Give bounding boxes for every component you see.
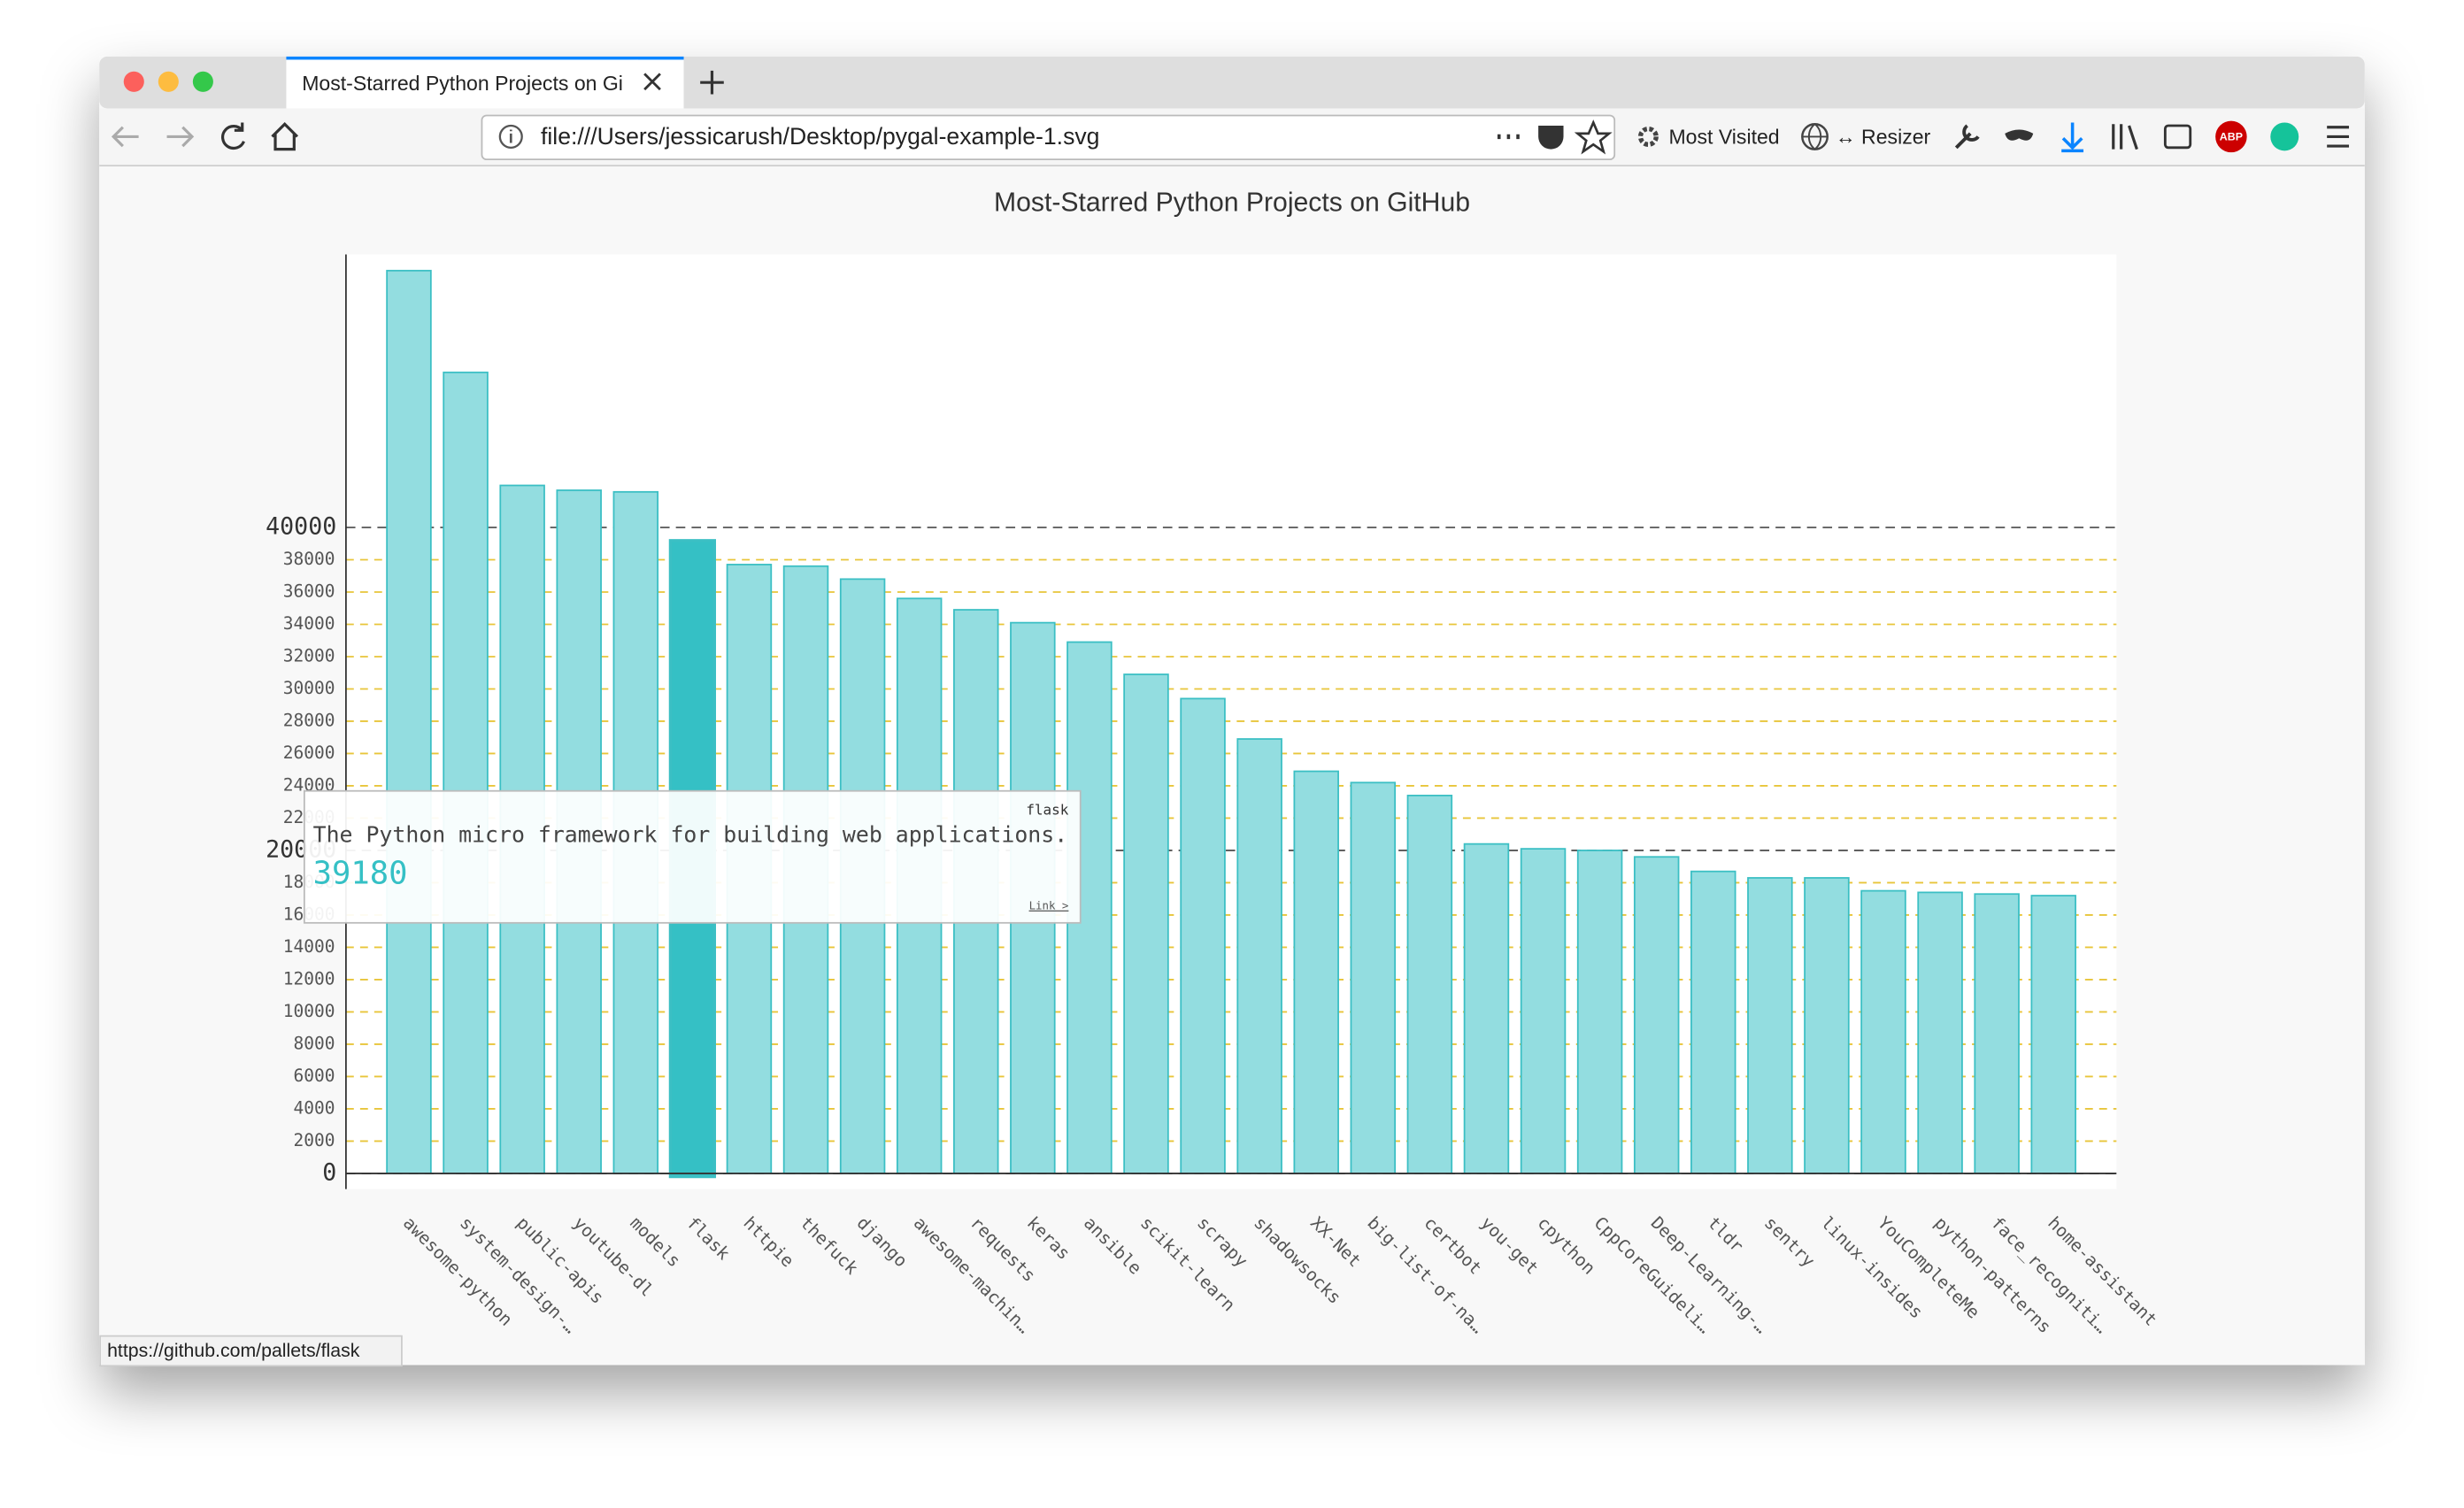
y-tick-label: 28000 [283,710,335,730]
y-major-tick-label: 0 [322,1158,336,1186]
tooltip-description: The Python micro framework for building … [313,821,1068,847]
bar [1520,848,1567,1174]
bar [443,371,489,1174]
back-button[interactable] [111,126,139,148]
bar [1236,738,1282,1174]
abp-icon[interactable] [2215,120,2247,153]
y-major-tick-label: 40000 [266,512,336,540]
y-tick-label: 10000 [283,1001,335,1021]
minimize-button[interactable] [158,71,179,92]
bar [1917,891,1963,1174]
bar [1406,795,1453,1174]
tab-fade [566,59,639,107]
bar [1123,673,1169,1174]
library-icon[interactable] [2112,124,2138,150]
status-url: https://github.com/pallets/flask [107,1340,360,1361]
status-bar [99,1335,403,1367]
bookmark-item[interactable]: Most Visited [1668,125,1779,148]
y-tick-label: 36000 [283,581,335,601]
url-bar[interactable] [481,114,1616,161]
y-tick-label: 8000 [293,1033,335,1053]
tooltip: flask The Python micro framework for bui… [303,789,1082,924]
y-tick-label: 4000 [293,1097,335,1118]
bar [386,269,432,1174]
pocket-icon[interactable] [1538,126,1564,150]
y-tick-label: 34000 [283,613,335,634]
bar [1804,877,1850,1174]
y-tick-label: 30000 [283,678,335,698]
y-tick-label: 38000 [283,549,335,569]
y-tick-label: 2000 [293,1130,335,1150]
bar [2030,895,2076,1174]
tooltip-category: flask [1026,801,1068,818]
tab-close[interactable] [643,73,661,91]
bar [1974,893,2020,1174]
url-text: file:///Users/jessicarush/Desktop/pygal-… [541,123,1099,150]
tab-indicator [286,56,684,60]
abp-label: ABP [2220,131,2243,143]
close-button[interactable] [123,71,144,92]
bar [1463,842,1510,1174]
bar [1180,697,1226,1174]
home-button[interactable] [271,121,299,151]
bar [1293,770,1339,1174]
forward-button[interactable] [166,126,195,148]
gear-icon[interactable] [1637,126,1659,147]
y-tick-label: 26000 [283,742,335,763]
zoom-button[interactable] [192,71,213,92]
menu-button[interactable] [2327,126,2350,148]
y-tick-label: 6000 [293,1066,335,1086]
tools-icon[interactable] [1954,124,1980,150]
bookmark-star[interactable] [1574,119,1613,155]
download-icon[interactable] [2061,122,2084,153]
bar [1576,850,1623,1174]
chart-title: Most-Starred Python Projects on GitHub [994,188,1470,218]
y-tick-label: 24000 [283,774,335,795]
y-tick-label: 32000 [283,645,335,666]
mask-icon[interactable] [2005,129,2034,141]
tooltip-value: 39180 [313,856,408,892]
bookmark-item[interactable]: ↔ Resizer [1836,125,1931,148]
bar [1860,889,1906,1174]
bar [1747,877,1793,1174]
sidebar-icon[interactable] [2163,124,2192,150]
bar [1350,781,1397,1174]
tooltip-link[interactable]: Link > [1029,899,1069,912]
tooltip-box [303,789,1082,924]
y-tick-label: 12000 [283,968,335,989]
y-tick-label: 14000 [283,936,335,957]
bar [1690,870,1736,1174]
bar [1633,856,1680,1174]
reload-button[interactable] [221,122,246,150]
info-icon[interactable] [498,124,523,150]
grammarly-icon[interactable] [2270,122,2299,151]
new-tab[interactable] [700,70,724,95]
globe-lines [1802,123,1828,150]
